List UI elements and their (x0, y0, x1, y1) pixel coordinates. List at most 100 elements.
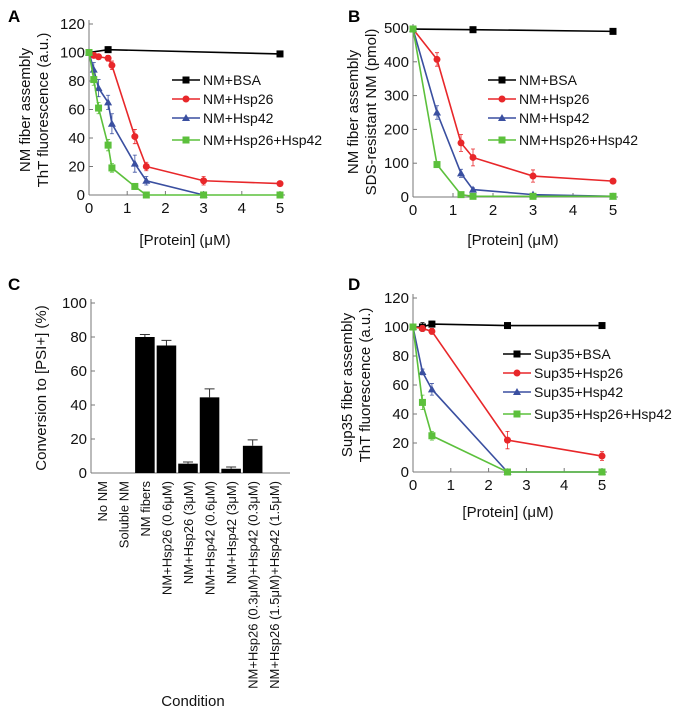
x-tick-label: NM+Hsp26 (1.5μM)+Hsp42 (1.5μM) (267, 481, 282, 689)
legend-label: NM+BSA (519, 72, 578, 88)
data-point (457, 169, 465, 177)
y-tick-label: 400 (384, 54, 409, 71)
panel-c: C 0 20 40 60 80 100 Conversion to [PSI+] (%) Con… (8, 275, 290, 710)
legend-label: Sup35+Hsp42 (534, 384, 623, 400)
x-tick-label: 4 (238, 200, 246, 217)
y-tick-label: 20 (68, 159, 85, 176)
data-point (529, 172, 537, 180)
y-tick-label: 120 (384, 290, 409, 307)
data-point (200, 191, 208, 199)
data-point (108, 61, 116, 69)
data-point (469, 185, 477, 193)
x-tick-label: NM+Hsp42 (0.6μM) (203, 481, 218, 595)
y-axis-label: ThT fluorescence (a.u.) (35, 33, 52, 188)
x-tick-label: NM+Hsp42 (3μM) (224, 481, 239, 584)
data-point (598, 322, 606, 330)
x-tick-label: 4 (569, 202, 577, 219)
data-point (107, 119, 116, 127)
data-point (104, 98, 113, 106)
series-nm-bsa (409, 25, 617, 35)
data-point (200, 177, 208, 185)
series-sup35-bsa (409, 320, 606, 332)
bar (135, 337, 155, 473)
x-axis-label: Condition (161, 693, 224, 710)
series-nm-hsp42 (85, 48, 208, 198)
y-tick-label: 60 (68, 102, 85, 119)
data-point (529, 192, 537, 200)
legend-marker (182, 76, 190, 84)
x-tick-label: 0 (85, 200, 93, 217)
data-point (428, 327, 436, 335)
x-tick-label: 3 (529, 202, 537, 219)
x-tick-label: 3 (522, 477, 530, 494)
data-point (433, 108, 441, 116)
legend-marker (498, 76, 506, 84)
x-tick-label: 2 (161, 200, 169, 217)
data-point (142, 176, 151, 184)
y-tick-label: 40 (392, 406, 409, 423)
legend-label: NM+Hsp26+Hsp42 (203, 132, 322, 148)
y-tick-label: 100 (384, 319, 409, 336)
x-tick-label: 4 (560, 477, 568, 494)
y-axis-label: Sup35 fiber assembly (339, 312, 356, 457)
x-tick-label: 5 (609, 202, 617, 219)
panel-d: D 0 20 40 60 80 100 120 0 1 2 3 4 5 [Protein] (μM) Sup3… (339, 275, 672, 521)
data-point (131, 182, 139, 190)
data-point (108, 164, 116, 172)
data-point (142, 163, 150, 170)
y-tick-label: 20 (392, 435, 409, 452)
data-point (609, 192, 617, 200)
legend-label: NM+Hsp42 (519, 110, 590, 126)
x-tick-label: 1 (123, 200, 131, 217)
x-axis-label: [Protein] (μM) (139, 232, 230, 249)
panel-label: C (8, 275, 20, 294)
legend-marker (513, 410, 521, 418)
legend-marker (498, 114, 506, 121)
x-tick-label: 5 (598, 477, 606, 494)
y-tick-label: 80 (70, 329, 87, 346)
legend-label: Sup35+BSA (534, 346, 611, 362)
legend-marker (513, 388, 521, 395)
legend-marker (182, 114, 190, 121)
y-tick-label: 200 (384, 121, 409, 138)
error-bar (247, 439, 258, 446)
bar (242, 445, 263, 473)
x-axis-label: [Protein] (μM) (462, 504, 553, 521)
y-tick-label: 20 (70, 431, 87, 448)
data-point (418, 324, 426, 332)
data-point (104, 46, 112, 54)
panel-label: D (348, 275, 360, 294)
data-point (598, 468, 606, 476)
y-axis-label: ThT fluorescence (a.u.) (357, 308, 374, 463)
y-tick-label: 120 (60, 16, 85, 33)
data-point (276, 191, 284, 199)
error-bar (139, 333, 150, 337)
error-bar (183, 461, 193, 464)
y-tick-label: 40 (68, 130, 85, 147)
y-axis-label: NM fiber assembly (17, 47, 34, 172)
legend-marker (182, 136, 190, 144)
data-point (276, 180, 284, 188)
x-tick-label: NM+Hsp26 (3μM) (181, 481, 196, 584)
data-point (609, 177, 617, 185)
x-tick-label: 2 (489, 202, 497, 219)
data-point (469, 153, 477, 161)
legend-marker (513, 350, 521, 358)
series-line (88, 52, 204, 196)
data-point (94, 84, 103, 92)
data-point (409, 323, 417, 331)
x-tick-label: 0 (409, 202, 417, 219)
data-point (457, 139, 465, 147)
series-line (88, 48, 281, 55)
legend-label: NM+Hsp42 (203, 110, 274, 126)
series-line (412, 28, 613, 198)
series-nm-bsa (85, 46, 284, 58)
x-tick-label: Soluble NM (116, 481, 131, 548)
x-tick-label: NM fibers (138, 481, 153, 537)
data-point (95, 53, 103, 61)
data-point (95, 104, 103, 112)
data-point (409, 25, 417, 33)
x-tick-label: NM+Hsp26 (0.6μM) (159, 481, 174, 595)
data-point (428, 432, 436, 440)
